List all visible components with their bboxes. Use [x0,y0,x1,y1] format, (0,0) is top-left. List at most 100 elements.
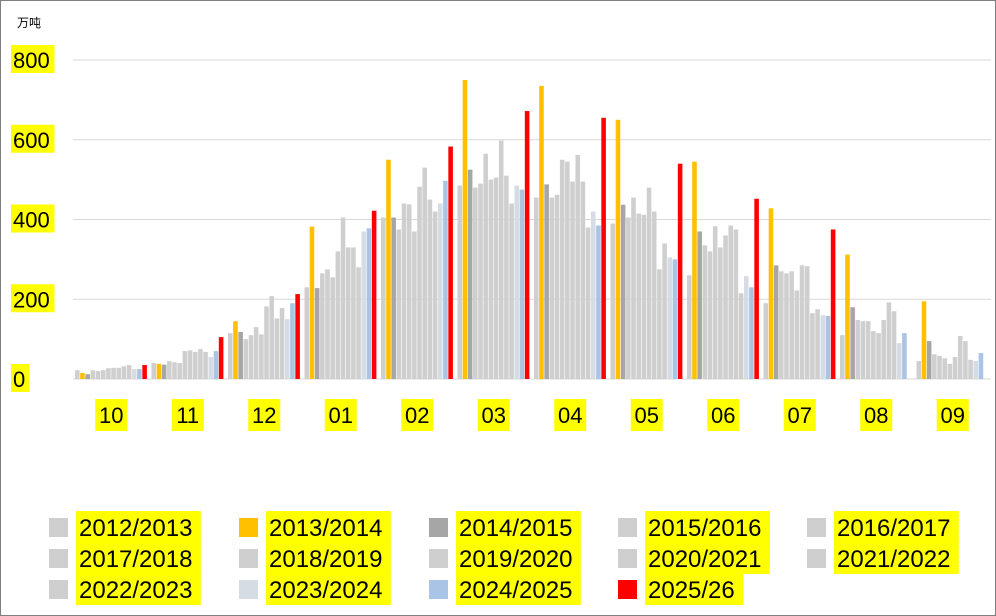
bar-2022-2023-09 [968,359,973,379]
y-tick-highlight [11,284,55,313]
y-axis-unit-label: 万吨 [17,16,41,30]
bar-2015-2016-10 [90,370,96,379]
legend-swatch [239,518,258,537]
legend-label: 2021/2022 [837,546,950,573]
bar-2023-2024-09 [973,361,979,379]
bar-2013-2014-04 [539,85,544,379]
x-axis: 10 11 12 01 02 03 04 05 06 07 08 09 [95,399,969,431]
x-tick-highlight [95,399,128,431]
bar-2022-2023-05 [662,243,667,379]
bar-2017-2018-04 [559,159,565,379]
bar-2024-2025-06 [749,287,754,379]
bar-2021-2022-12 [274,318,280,379]
bar-2014-2015-02 [391,217,396,379]
bar-2024-2025-05 [672,259,678,379]
bar-2017-2018-08 [865,321,871,379]
bar-2016-2017-02 [401,203,407,379]
legend-label: 2020/2021 [648,546,761,573]
bar-2022-2023-07 [815,309,820,379]
bar-2020-2021-11 [192,351,198,379]
x-tick-highlight [171,399,204,431]
bar-2017-2018-07 [789,271,794,379]
gridlines [73,59,991,380]
bar-2024-2025-12 [290,303,295,379]
bar-2022-2023-02 [432,211,438,379]
x-tick-highlight [248,399,281,431]
bar-2012-2013-06 [687,275,692,379]
bar-2017-2018-06 [712,226,718,379]
bar-2023-2024-08 [896,343,902,379]
legend-swatch [49,549,68,568]
x-tick-label: 06 [711,403,735,428]
bar-2014-2015-05 [620,204,626,379]
bar-2025-26-01 [371,210,377,379]
legend-label: 2014/2015 [459,515,572,542]
bar-2019-2020-03 [493,177,499,379]
bar-2018-2019-12 [259,334,264,379]
y-tick-label: 0 [13,367,25,392]
bar-2016-2017-10 [95,371,101,379]
bar-2019-2020-08 [876,333,881,379]
bar-2013-2014-02 [386,159,391,379]
legend-swatch [429,580,448,599]
x-tick-label: 08 [864,403,888,428]
bar-2021-2022-03 [504,175,509,379]
bar-2016-2017-04 [554,194,560,379]
bar-2018-2019-05 [641,214,647,379]
x-tick-highlight [860,399,893,431]
bar-2020-2021-04 [575,154,581,379]
bar-2025-26-05 [677,163,683,379]
bar-2018-2019-04 [565,161,570,379]
bar-2024-2025-07 [825,315,831,379]
bar-2023-2024-04 [590,211,596,379]
bar-2016-2017-09 [937,355,942,379]
bar-2015-2016-07 [779,271,784,379]
bar-2016-2017-12 [248,335,254,379]
bar-2015-2016-03 [473,187,478,379]
bar-2015-2016-11 [167,361,172,379]
bar-2020-2021-09 [957,335,963,379]
bar-2021-2022-01 [351,247,356,379]
bar-2020-2021-01 [345,247,351,379]
bar-2012-2013-08 [840,335,845,379]
bar-2015-2016-08 [855,319,861,379]
x-tick-highlight [936,399,969,431]
legend-swatch [618,518,637,537]
bar-2020-2021-10 [116,367,122,379]
bar-2020-2021-05 [651,211,657,379]
x-tick-highlight [630,399,663,431]
bar-2018-2019-01 [335,251,341,379]
bar-2013-2014-11 [156,363,162,379]
x-tick-label: 12 [252,403,276,428]
bar-2013-2014-01 [309,226,315,379]
bar-2019-2020-04 [570,181,575,379]
bar-2012-2013-10 [75,370,80,379]
bar-2018-2019-07 [794,290,800,379]
bar-2018-2019-11 [182,351,188,379]
legend-swatch [807,518,826,537]
bar-2025-26-02 [448,146,453,379]
bar-2013-2014-10 [80,373,85,379]
bar-2022-2023-04 [585,227,591,379]
bar-2018-2019-10 [106,368,111,379]
legend-label: 2016/2017 [837,515,950,542]
bar-2017-2018-02 [406,204,412,379]
bars [75,79,984,379]
bar-2024-2025-11 [213,351,219,379]
bar-2015-2016-02 [396,229,402,379]
bar-2015-2016-05 [626,217,631,379]
legend-highlight [266,511,391,543]
legend-highlight [76,573,201,605]
bar-2018-2019-06 [718,247,723,379]
bar-2014-2015-08 [850,307,855,379]
bar-2021-2022-05 [657,269,662,379]
x-tick-label: 05 [635,403,659,428]
bar-2020-2021-03 [498,140,504,379]
legend-label: 2024/2025 [459,577,572,604]
bar-2022-2023-10 [126,365,132,379]
bar-2025-26-04 [601,117,606,379]
bar-2013-2014-05 [615,119,621,379]
legend-highlight [456,542,581,574]
bar-2020-2021-06 [728,225,734,379]
x-tick-highlight [477,399,510,431]
